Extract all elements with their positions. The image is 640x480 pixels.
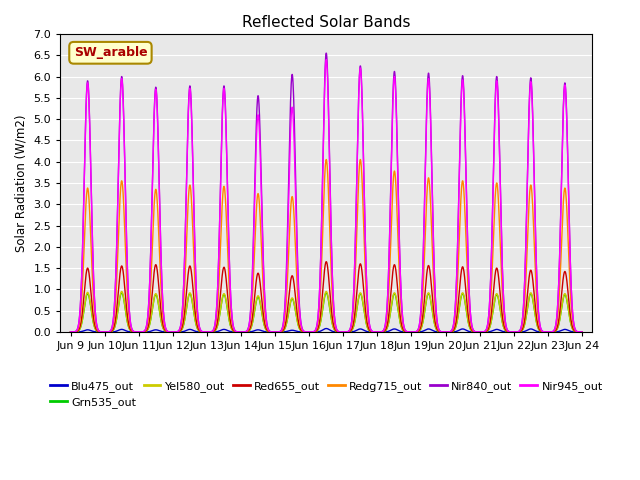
Grn535_out [285, 308, 293, 313]
Yel580_out [67, 329, 74, 335]
Blu475_out [67, 329, 74, 335]
Y-axis label: Solar Radiation (W/m2): Solar Radiation (W/m2) [15, 114, 28, 252]
Nir840_out [513, 329, 521, 335]
Nir945_out [125, 301, 132, 307]
Blu475_out [568, 329, 576, 335]
Red655_out [285, 294, 292, 300]
Grn535_out [513, 329, 521, 335]
Yel580_out [568, 325, 576, 331]
Red655_out [263, 326, 271, 332]
Line: Yel580_out: Yel580_out [70, 291, 582, 332]
Nir840_out [125, 301, 132, 307]
Redg715_out [125, 312, 132, 318]
Grn535_out [568, 325, 576, 331]
Redg715_out [285, 245, 292, 251]
Nir840_out [263, 319, 271, 325]
Redg715_out [578, 329, 586, 335]
Line: Nir840_out: Nir840_out [70, 53, 582, 332]
Red655_out [578, 329, 586, 335]
Blu475_out [285, 328, 292, 334]
Yel580_out [125, 325, 133, 331]
Yel580_out [578, 329, 586, 335]
Nir945_out [263, 320, 271, 326]
Nir945_out [156, 183, 163, 189]
Blu475_out [263, 329, 271, 335]
Grn535_out [67, 329, 74, 335]
Nir840_out [156, 182, 163, 188]
Nir945_out [513, 329, 521, 335]
Nir840_out [67, 329, 74, 335]
Red655_out [513, 329, 521, 335]
Grn535_out [263, 328, 271, 334]
Blu475_out [578, 329, 586, 335]
Line: Grn535_out: Grn535_out [70, 293, 582, 332]
Redg715_out [568, 313, 576, 319]
Grn535_out [125, 325, 133, 331]
Grn535_out [156, 308, 163, 313]
Redg715_out [67, 329, 74, 335]
Nir945_out [578, 329, 586, 335]
Line: Red655_out: Red655_out [70, 262, 582, 332]
Yel580_out [513, 329, 521, 335]
Red655_out [67, 329, 74, 335]
Redg715_out [263, 323, 271, 329]
Legend: Blu475_out, Grn535_out, Yel580_out, Red655_out, Redg715_out, Nir840_out, Nir945_: Blu475_out, Grn535_out, Yel580_out, Red6… [45, 376, 607, 412]
Yel580_out [263, 328, 271, 334]
Nir840_out [323, 50, 330, 56]
Nir945_out [568, 302, 576, 308]
Blu475_out [125, 329, 132, 335]
Nir840_out [578, 329, 586, 335]
Grn535_out [578, 329, 586, 335]
Red655_out [323, 259, 330, 264]
Blu475_out [513, 329, 521, 335]
Redg715_out [356, 156, 364, 162]
Yel580_out [285, 307, 293, 312]
Redg715_out [156, 243, 163, 249]
Red655_out [156, 288, 163, 294]
Nir840_out [285, 169, 292, 175]
Red655_out [125, 322, 132, 328]
Blu475_out [323, 325, 330, 331]
Nir840_out [568, 301, 576, 307]
Text: SW_arable: SW_arable [74, 46, 147, 60]
Nir945_out [323, 57, 330, 62]
Line: Nir945_out: Nir945_out [70, 60, 582, 332]
Blu475_out [156, 328, 163, 334]
Redg715_out [513, 329, 521, 335]
Grn535_out [118, 290, 125, 296]
Title: Reflected Solar Bands: Reflected Solar Bands [242, 15, 410, 30]
Line: Blu475_out: Blu475_out [70, 328, 582, 332]
Yel580_out [118, 288, 125, 294]
Line: Redg715_out: Redg715_out [70, 159, 582, 332]
Yel580_out [156, 307, 163, 313]
Nir945_out [285, 190, 292, 195]
Nir945_out [67, 329, 74, 335]
Red655_out [568, 323, 576, 328]
